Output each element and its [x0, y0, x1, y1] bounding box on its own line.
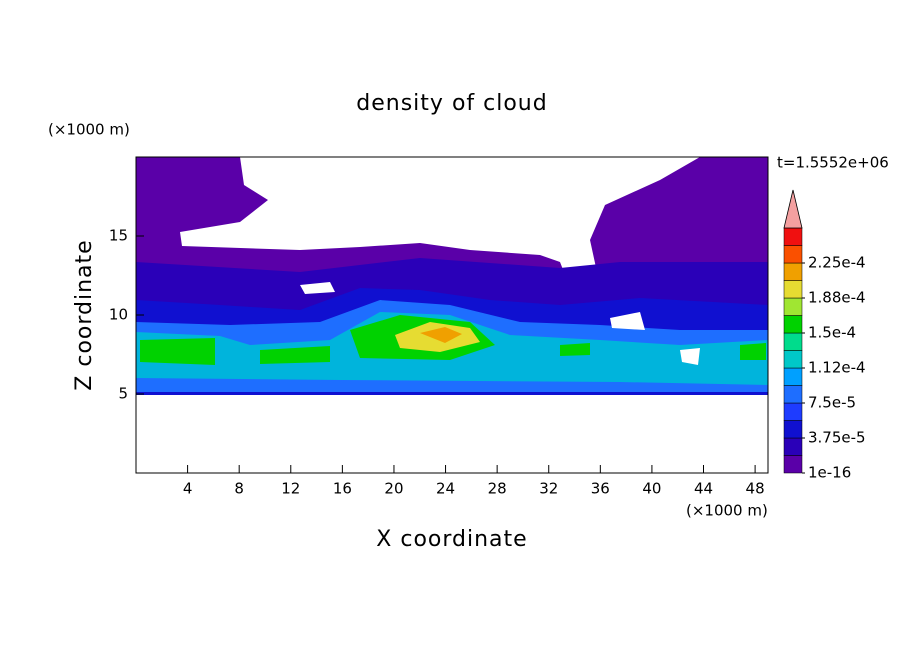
clear-region [300, 282, 700, 365]
x-axis-label: X coordinate [376, 527, 527, 552]
colorbar-label: 1e-16 [808, 464, 851, 482]
x-unit: (×1000 m) [686, 502, 768, 520]
y-tick-label: 5 [118, 385, 128, 403]
colorbar-box [783, 420, 803, 439]
colorbar-box [783, 367, 803, 386]
colorbar-box [783, 297, 803, 316]
clear-region [180, 157, 700, 300]
x-tick-label: 28 [488, 480, 507, 498]
x-tick-label: 32 [539, 480, 558, 498]
x-tick-label: 4 [183, 480, 193, 498]
x-tick-label: 48 [746, 480, 765, 498]
colorbar-label: 1.5e-4 [808, 324, 856, 342]
colorbar-label: 3.75e-5 [808, 429, 866, 447]
x-tick-label: 24 [436, 480, 455, 498]
colorbar-label: 1.12e-4 [808, 359, 866, 377]
colorbar-box [783, 262, 803, 281]
colorbar-box [783, 437, 803, 456]
colorbar-extend [783, 189, 803, 229]
x-tick-label: 16 [333, 480, 352, 498]
chart-title: density of cloud [356, 91, 547, 116]
colorbar-box [783, 455, 803, 474]
colorbar-box [783, 280, 803, 299]
colorbar-label: 7.5e-5 [808, 394, 856, 412]
x-tick-label: 8 [234, 480, 244, 498]
x-tick-label: 36 [591, 480, 610, 498]
contour-field [136, 157, 768, 395]
colorbar-box [783, 402, 803, 421]
colorbar-box [783, 385, 803, 404]
colorbar-box [783, 350, 803, 369]
field-band [420, 327, 462, 343]
colorbar-label: 1.88e-4 [808, 289, 866, 307]
colorbar-box [783, 332, 803, 351]
y-unit: (×1000 m) [48, 121, 130, 139]
colorbar-box [783, 315, 803, 334]
y-axis-label: Z coordinate [72, 239, 97, 390]
x-tick-label: 44 [694, 480, 713, 498]
colorbar-box [783, 227, 803, 246]
x-tick-label: 40 [642, 480, 661, 498]
x-tick-label: 12 [281, 480, 300, 498]
x-tick-label: 20 [384, 480, 403, 498]
y-tick-label: 15 [109, 227, 128, 245]
annotation: t=1.5552e+06 [777, 154, 889, 172]
colorbar-label: 2.25e-4 [808, 254, 866, 272]
y-tick-label: 10 [109, 306, 128, 324]
colorbar-box [783, 245, 803, 264]
